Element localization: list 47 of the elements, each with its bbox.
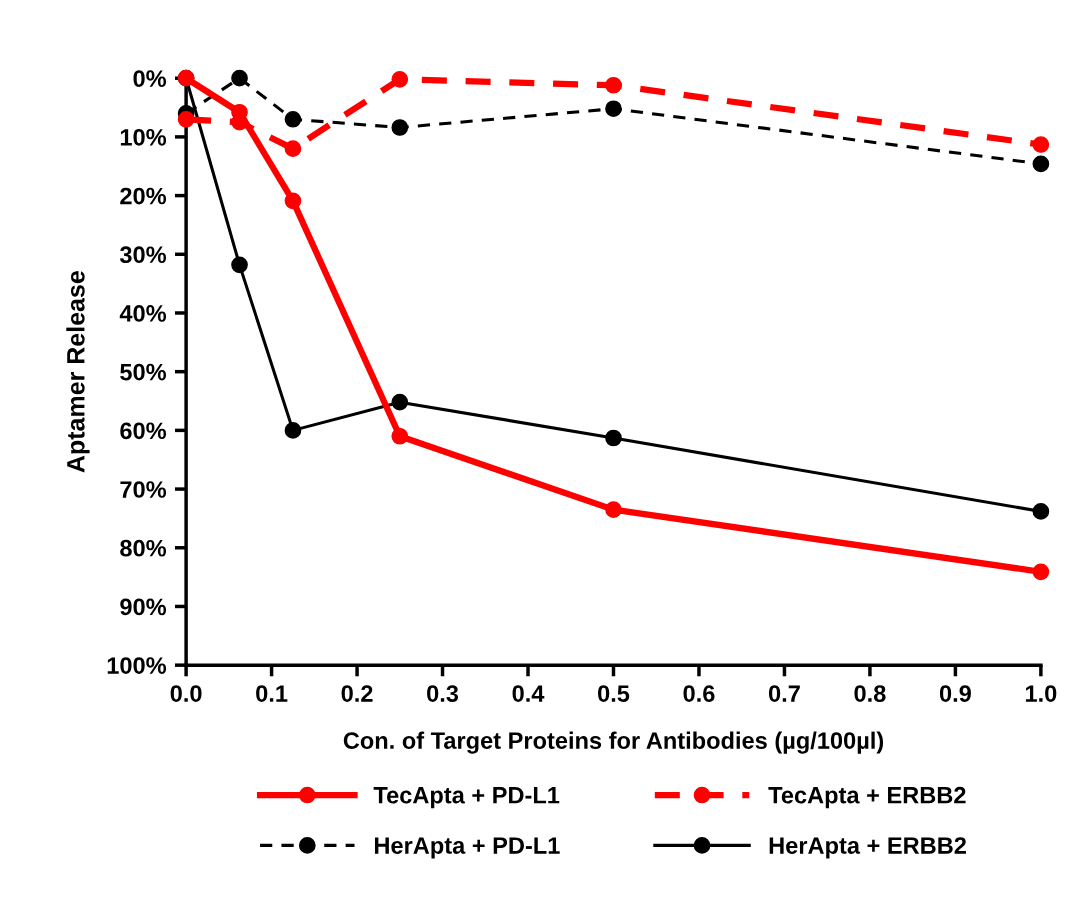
point — [1032, 503, 1050, 520]
x-tick-label: 0.0 — [170, 685, 202, 702]
x-tick-label: 0.6 — [683, 685, 715, 702]
x-tick-label: 0.2 — [341, 685, 373, 702]
point — [284, 110, 302, 128]
point — [177, 110, 195, 128]
y-tick-label: 0% — [133, 70, 167, 87]
point — [605, 429, 622, 447]
point — [605, 76, 622, 94]
legend-label: TecApta + PD-L1 — [373, 787, 560, 809]
point — [284, 422, 302, 439]
x-tick-label: 0.3 — [427, 685, 459, 702]
y-tick-label: 30% — [119, 246, 167, 264]
x-tick-label: 1.0 — [1025, 685, 1057, 702]
x-tick-label: 0.8 — [854, 685, 886, 702]
point — [231, 256, 248, 274]
y-tick-label: 100% — [107, 657, 167, 674]
point — [231, 69, 248, 87]
x-tick-label: 0.7 — [768, 685, 800, 702]
y-axis-title: Aptamer Release — [66, 271, 90, 473]
point — [605, 100, 622, 118]
point — [1032, 563, 1050, 581]
legend-label: HerApta + ERBB2 — [769, 837, 966, 859]
x-tick-label: 0.5 — [598, 685, 630, 702]
y-tick-label: 10% — [120, 128, 167, 146]
x-axis-title: Con. of Target Proteins for Antibodies (µg/100µl) — [343, 731, 884, 754]
point — [391, 427, 409, 445]
point — [391, 119, 409, 136]
point — [391, 393, 409, 411]
y-tick-label: 60% — [120, 422, 167, 440]
x-tick-label: 0.4 — [512, 685, 545, 702]
x-tick-label: 0.9 — [939, 685, 971, 702]
y-tick-label: 40% — [119, 305, 167, 322]
x-tick-label: 0.1 — [256, 685, 288, 702]
y-tick-label: 20% — [120, 187, 167, 205]
point — [284, 140, 302, 157]
point — [605, 501, 622, 518]
y-tick-label: 90% — [120, 598, 167, 616]
point — [284, 192, 302, 210]
point — [391, 71, 409, 88]
y-tick-label: 80% — [120, 539, 167, 557]
legend-label: TecApta + ERBB2 — [768, 786, 966, 809]
point — [1032, 155, 1050, 173]
legend-label: HerApta + PD-L1 — [374, 837, 560, 859]
point — [1032, 136, 1050, 153]
y-tick-label: 50% — [120, 363, 167, 381]
y-tick-label: 70% — [120, 481, 167, 498]
